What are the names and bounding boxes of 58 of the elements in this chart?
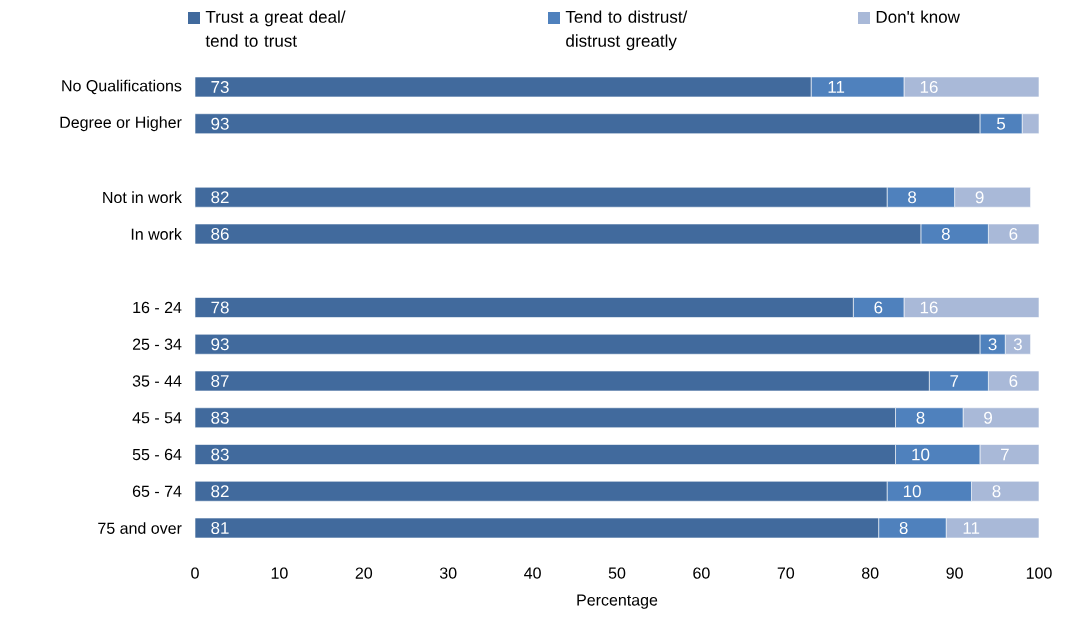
y-tick-label: Not in work — [103, 191, 182, 204]
x-tick-label: 20 — [355, 567, 373, 579]
x-axis-title: Percentage — [577, 594, 658, 609]
x-tick-label: 30 — [439, 567, 457, 579]
data-label: 73 — [211, 80, 229, 93]
x-tick-label: 50 — [608, 567, 626, 579]
data-label: 8 — [941, 227, 950, 240]
data-label: 6 — [1009, 374, 1018, 387]
y-tick-label: 16 - 24 — [133, 301, 182, 314]
data-label: 93 — [211, 338, 229, 351]
data-label: 87 — [211, 374, 229, 387]
x-tick-label: 10 — [271, 567, 288, 579]
data-label: 93 — [211, 117, 229, 130]
data-label: 78 — [211, 301, 229, 314]
data-label: 11 — [963, 522, 980, 534]
data-label: 81 — [211, 522, 229, 535]
data-label: 8 — [908, 191, 917, 204]
data-label: 10 — [912, 448, 930, 461]
x-tick-label: 40 — [524, 567, 541, 579]
data-label: 6 — [1009, 227, 1018, 240]
data-label: 11 — [828, 81, 845, 93]
legend-label: Tend to distrust/ distrust greatly — [565, 10, 688, 51]
y-tick-label: 55 - 64 — [132, 448, 182, 461]
data-label: 82 — [211, 485, 229, 498]
data-label: 82 — [211, 191, 229, 204]
legend-label: Trust a great deal/ tend to trust — [205, 10, 346, 47]
y-tick-label: No Qualifications — [62, 79, 182, 95]
data-label: 7 — [950, 375, 959, 387]
data-label: 86 — [211, 227, 229, 240]
y-tick-label: 35 - 44 — [132, 375, 182, 387]
x-tick-label: 60 — [693, 567, 710, 579]
data-label: 8 — [992, 485, 1001, 498]
data-label: 6 — [874, 301, 883, 314]
data-label: 7 — [1001, 448, 1009, 461]
x-tick-label: 70 — [777, 567, 795, 579]
y-tick-label: 25 - 34 — [132, 338, 182, 350]
data-label: 16 — [920, 301, 938, 314]
y-tick-label: 65 - 74 — [132, 485, 182, 497]
data-label: 9 — [984, 411, 992, 424]
y-tick-label: Degree or Higher — [60, 116, 182, 132]
y-tick-label: 75 and over — [98, 522, 182, 534]
data-label: 10 — [903, 485, 921, 498]
data-label: 8 — [899, 522, 908, 535]
data-label: 5 — [996, 117, 1006, 130]
x-tick-label: 80 — [862, 567, 879, 579]
data-label: 83 — [211, 448, 229, 461]
y-tick-label: 45 - 54 — [132, 412, 182, 424]
data-label: 3 — [988, 338, 997, 351]
data-label: 3 — [1013, 338, 1022, 351]
data-label: 16 — [920, 80, 938, 93]
data-label: 8 — [916, 411, 925, 424]
x-tick-label: 90 — [946, 567, 963, 579]
y-tick-label: In work — [131, 228, 182, 240]
x-tick-label: 100 — [1026, 567, 1052, 579]
x-tick-label: 0 — [191, 567, 199, 579]
legend-label: Don't know — [876, 10, 960, 23]
data-label: 83 — [211, 411, 229, 424]
data-label: 9 — [975, 191, 984, 204]
